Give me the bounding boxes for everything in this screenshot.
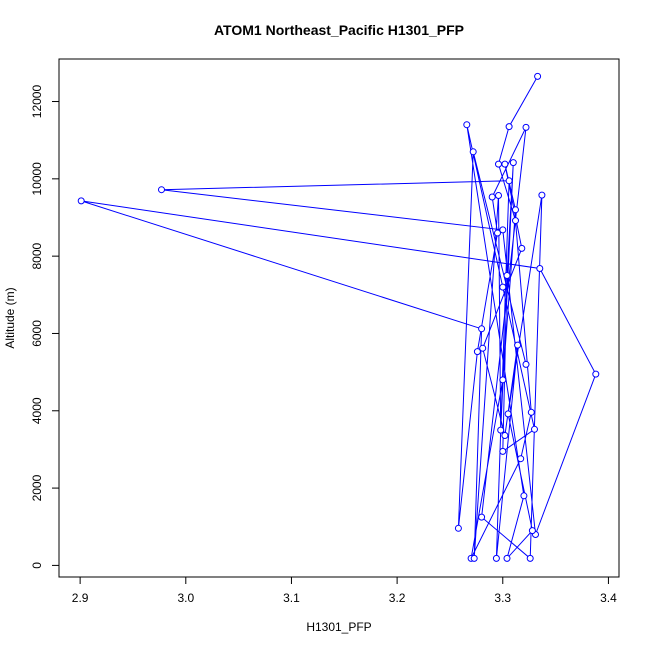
- y-tick-label: 6000: [30, 320, 44, 347]
- y-tick-label: 0: [30, 562, 44, 569]
- plot-frame: [58, 58, 620, 578]
- y-axis-label: Altitude (m): [3, 287, 17, 348]
- data-point: [501, 432, 509, 439]
- data-point: [509, 159, 517, 167]
- data-point: [454, 524, 462, 532]
- data-point: [512, 206, 519, 214]
- data-point: [503, 554, 511, 562]
- x-axis: 2.9 3.0 3.1 3.2 3.3 3.4: [72, 577, 617, 605]
- data-point: [158, 186, 165, 194]
- y-tick-label: 8000: [30, 242, 44, 269]
- data-point: [505, 177, 513, 185]
- chart-title: ATOM1 Northeast_Pacific H1301_PFP: [214, 22, 464, 38]
- x-tick-label: 2.9: [72, 591, 89, 605]
- data-point: [512, 217, 519, 225]
- data-point: [522, 360, 530, 368]
- data-point: [499, 376, 507, 384]
- y-tick-label: 4000: [30, 397, 44, 424]
- y-tick-label: 12000: [30, 85, 44, 119]
- data-point: [473, 348, 481, 356]
- data-point: [495, 160, 502, 168]
- series: [77, 72, 600, 562]
- data-point: [520, 492, 528, 500]
- data-point: [534, 72, 542, 80]
- data-point: [592, 370, 600, 378]
- data-point: [478, 513, 486, 521]
- data-point: [522, 123, 530, 131]
- x-tick-label: 3.0: [177, 591, 194, 605]
- data-point: [536, 265, 544, 272]
- y-tick-label: 10000: [30, 162, 44, 196]
- data-point: [478, 325, 486, 333]
- data-point: [470, 554, 478, 562]
- data-point: [495, 192, 502, 199]
- data-point: [463, 121, 471, 129]
- data-point: [499, 447, 507, 455]
- data-point: [538, 191, 546, 199]
- data-point: [531, 425, 538, 433]
- x-tick-label: 3.4: [600, 591, 617, 605]
- x-tick-label: 3.2: [389, 591, 406, 605]
- x-tick-label: 3.3: [494, 591, 511, 605]
- y-axis: 0 2000 4000 6000 8000 10000 12000: [30, 85, 59, 569]
- data-point: [499, 283, 507, 291]
- data-point: [527, 408, 535, 416]
- data-point: [469, 148, 477, 156]
- data-point: [501, 160, 509, 168]
- data-point: [528, 527, 536, 535]
- x-tick-label: 3.1: [283, 591, 300, 605]
- data-point: [504, 410, 512, 418]
- x-axis-label: H1301_PFP: [306, 620, 371, 634]
- data-point: [77, 197, 85, 205]
- y-tick-label: 2000: [30, 474, 44, 501]
- data-point: [518, 244, 526, 252]
- data-point: [488, 193, 496, 201]
- data-point: [517, 455, 525, 463]
- data-point: [514, 341, 522, 349]
- series-line: [81, 76, 597, 560]
- data-point: [492, 554, 500, 562]
- data-point: [505, 123, 513, 131]
- data-point: [494, 229, 501, 237]
- data-point: [497, 426, 505, 434]
- data-point: [479, 344, 487, 352]
- data-point: [526, 554, 534, 562]
- data-point: [499, 226, 507, 234]
- data-point: [503, 272, 511, 279]
